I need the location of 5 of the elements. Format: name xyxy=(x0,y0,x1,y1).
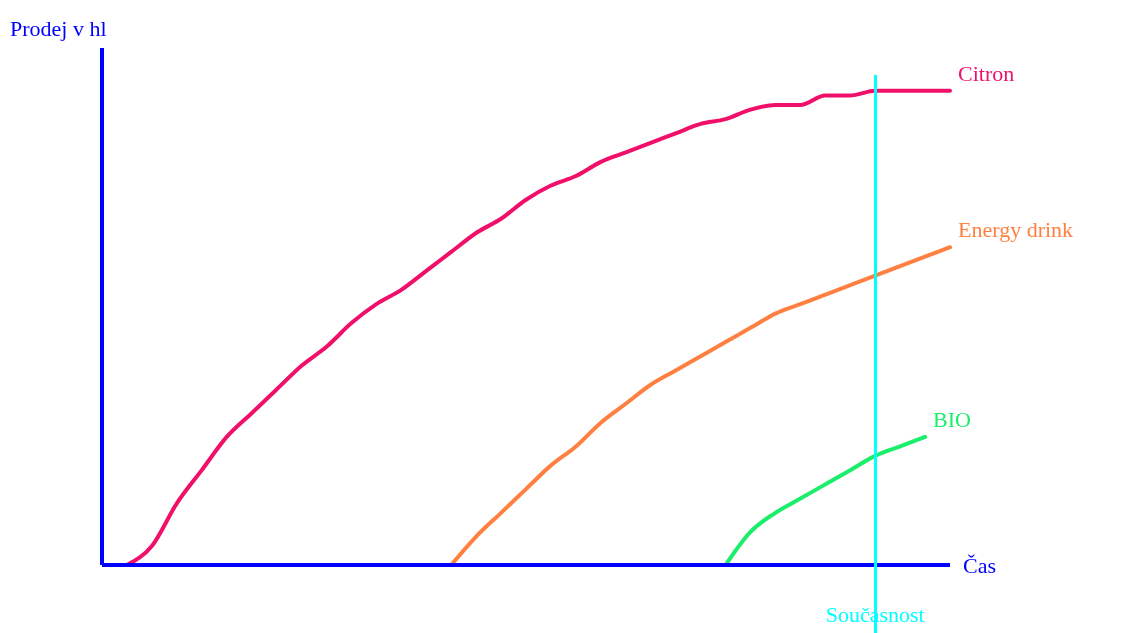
series-label: BIO xyxy=(933,406,971,432)
y-axis-title: Prodej v hl xyxy=(10,16,107,42)
series-label: Energy drink xyxy=(958,217,1074,243)
series-label: Citron xyxy=(958,60,1015,86)
x-axis-title: Čas xyxy=(963,553,996,579)
